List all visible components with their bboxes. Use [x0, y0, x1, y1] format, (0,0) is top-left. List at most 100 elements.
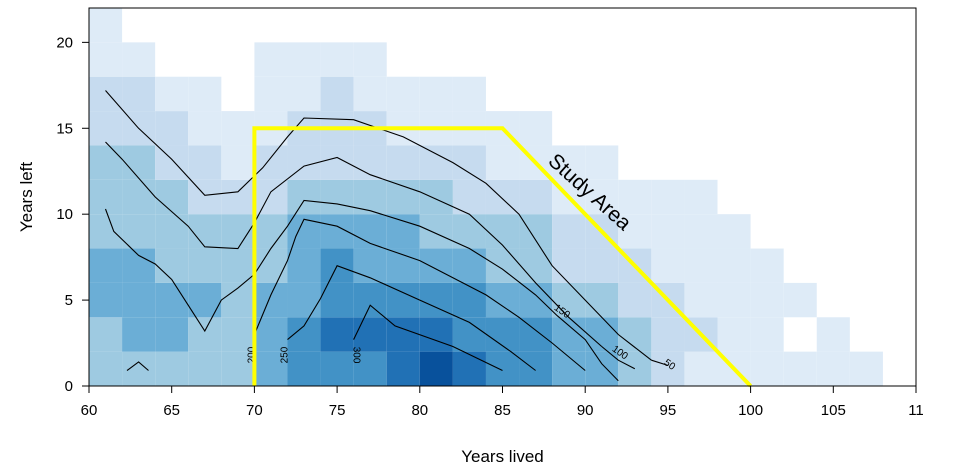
density-bin — [717, 282, 751, 318]
density-bin — [783, 351, 817, 386]
x-tick-label: 85 — [494, 402, 511, 419]
density-bin — [254, 76, 288, 112]
density-bin — [651, 351, 685, 386]
density-bin — [287, 351, 321, 386]
density-bin — [89, 351, 123, 386]
density-bin — [221, 351, 255, 386]
x-tick-label: 95 — [660, 402, 677, 419]
density-bin — [221, 145, 255, 180]
density-bin — [287, 282, 321, 318]
density-bin — [188, 351, 222, 386]
density-bin — [155, 317, 189, 352]
density-bin — [287, 317, 321, 352]
density-bin — [287, 248, 321, 283]
density-bin — [353, 248, 387, 283]
density-bin — [552, 282, 586, 318]
density-bin — [320, 76, 354, 112]
density-bin — [618, 179, 652, 215]
density-bin — [419, 282, 453, 318]
density-bin — [89, 282, 123, 318]
density-bin — [717, 248, 751, 283]
density-bin — [122, 76, 156, 112]
density-bin — [419, 248, 453, 283]
density-bin — [188, 248, 222, 283]
density-bin — [287, 179, 321, 215]
density-bin — [155, 179, 189, 215]
contour-line — [287, 265, 536, 371]
density-bin — [651, 248, 685, 283]
x-tick-label: 75 — [329, 402, 346, 419]
density-bin — [320, 317, 354, 352]
density-bin — [750, 317, 784, 352]
density-bin — [353, 282, 387, 318]
density-bin — [452, 248, 486, 283]
x-tick-label: 100 — [738, 402, 763, 419]
density-bin — [122, 282, 156, 318]
density-bin — [155, 111, 189, 146]
density-bin — [419, 317, 453, 352]
contour-line — [556, 315, 619, 382]
density-bin — [452, 145, 486, 180]
density-bin — [221, 317, 255, 352]
contour-line — [253, 218, 586, 371]
y-tick-label: 5 — [65, 292, 73, 309]
density-bin — [684, 214, 718, 249]
density-bin — [452, 282, 486, 318]
x-tick-label: 80 — [411, 402, 428, 419]
density-bin — [122, 145, 156, 180]
density-bin — [254, 42, 288, 77]
density-bin — [386, 214, 420, 249]
density-bin — [717, 214, 751, 249]
density-bin — [221, 111, 255, 146]
density-bin — [320, 145, 354, 180]
density-bin — [783, 282, 817, 318]
density-bin — [155, 76, 189, 112]
contour-line — [104, 199, 558, 333]
contour-line — [126, 361, 149, 371]
density-bin — [320, 214, 354, 249]
density-bin — [89, 317, 123, 352]
density-bin — [618, 214, 652, 249]
density-bin — [89, 248, 123, 283]
density-bin — [155, 351, 189, 386]
density-bin — [419, 76, 453, 112]
density-bin — [816, 317, 850, 352]
density-bin — [188, 317, 222, 352]
density-bin — [618, 282, 652, 318]
density-bin — [485, 317, 520, 352]
density-bin — [651, 317, 685, 352]
density-bin — [651, 179, 685, 215]
density-bin — [122, 248, 156, 283]
density-bin — [353, 317, 387, 352]
density-bin — [452, 351, 486, 386]
density-bin — [452, 76, 486, 112]
density-bin — [452, 214, 486, 249]
density-bin — [89, 214, 123, 249]
density-bin — [684, 248, 718, 283]
density-bin — [585, 179, 619, 215]
density-bin — [188, 179, 222, 215]
density-bin — [287, 42, 321, 77]
density-bin — [155, 248, 189, 283]
density-bin — [254, 179, 288, 215]
density-bin — [89, 42, 123, 77]
density-bin — [188, 111, 222, 146]
x-tick-label: 90 — [577, 402, 594, 419]
density-bin — [122, 351, 156, 386]
x-tick-label: 70 — [246, 402, 263, 419]
density-bin — [519, 351, 553, 386]
contour-line — [105, 90, 652, 361]
density-bin — [519, 179, 553, 215]
density-bin — [386, 76, 420, 112]
density-bin — [89, 179, 123, 215]
density-bin — [552, 248, 586, 283]
density-bin — [816, 351, 850, 386]
density-bin — [254, 214, 288, 249]
contour-label: 300 — [351, 347, 362, 364]
x-tick-label: 11 — [908, 402, 924, 419]
density-bin — [750, 351, 784, 386]
density-bin — [89, 111, 123, 146]
density-bin — [287, 76, 321, 112]
